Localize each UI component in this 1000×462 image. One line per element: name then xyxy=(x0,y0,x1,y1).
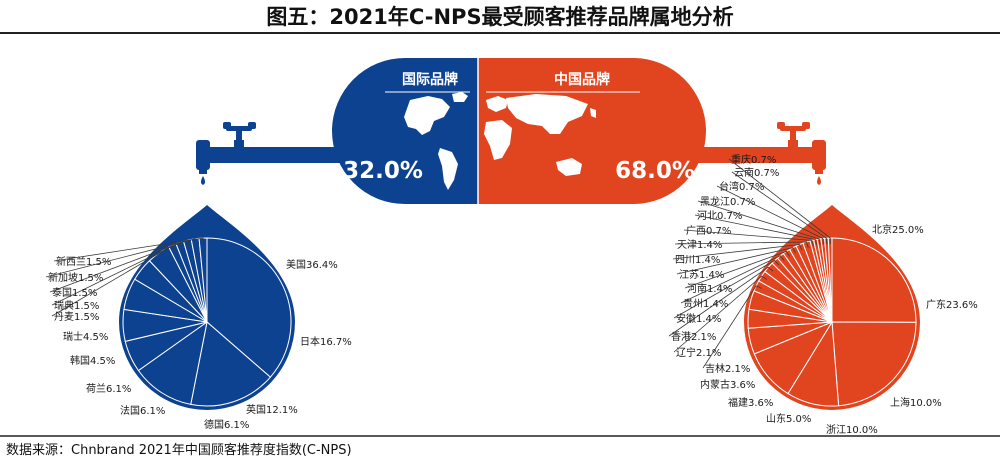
world-map-icon xyxy=(404,92,596,190)
china-slice-label: 江苏1.4% xyxy=(679,268,724,281)
international-slice-label: 韩国4.5% xyxy=(70,354,115,367)
china-leader-line xyxy=(702,285,762,369)
china-slice-label: 贵州1.4% xyxy=(683,297,728,310)
international-slice-label: 日本16.7% xyxy=(300,335,352,348)
china-leader-line xyxy=(673,275,767,353)
international-slice-label: 荷兰6.1% xyxy=(86,382,131,395)
china-leader-line xyxy=(676,247,796,275)
china-leader-line xyxy=(674,241,809,248)
china-slice-label: 河北0.7% xyxy=(697,210,742,222)
international-slice-label: 瑞士4.5% xyxy=(63,330,108,343)
international-label: 国际品牌 xyxy=(402,71,458,88)
china-leader-line xyxy=(683,229,814,247)
china-leader-line xyxy=(672,244,803,260)
capsule-international xyxy=(332,58,478,204)
china-label: 中国品牌 xyxy=(554,71,610,88)
china-slice-label: 香港2.1% xyxy=(671,331,716,343)
international-slice xyxy=(206,237,292,378)
china-slice-label: 广西0.7% xyxy=(686,225,731,237)
china-slice-label: 辽宁2.1% xyxy=(676,346,721,359)
international-slice-label: 英国12.1% xyxy=(246,403,298,416)
china-slice-label: 上海10.0% xyxy=(890,396,942,409)
china-slice-label: 浙江10.0% xyxy=(826,424,878,436)
china-leader-line xyxy=(673,259,780,319)
china-leader-line xyxy=(668,266,774,337)
china-slice xyxy=(831,321,917,407)
international-leader-line xyxy=(45,238,197,278)
china-slice-label: 河南1.4% xyxy=(687,282,732,295)
china-slice-label: 内蒙古3.6% xyxy=(700,378,755,391)
international-slice-label: 瑞典1.5% xyxy=(54,299,99,312)
china-leader-line xyxy=(728,158,831,245)
china-pie-labels: 北京25.0% 广东23.6% 上海10.0% 浙江10.0% 山东5.0% 福建3.6%… xyxy=(668,153,978,436)
chart-title: 图五：2021年C-NPS最受顾客推荐品牌属地分析 xyxy=(266,5,733,29)
international-leader-line xyxy=(51,244,176,317)
international-slice-label: 法国6.1% xyxy=(120,404,165,417)
china-leader-line xyxy=(716,185,824,245)
china-slice-label: 天津1.4% xyxy=(677,239,722,251)
china-slice-label: 广东23.6% xyxy=(926,298,978,311)
china-slice-label: 山东5.0% xyxy=(766,412,811,425)
china-share: 68.0% xyxy=(615,158,695,184)
china-leader-line xyxy=(731,171,828,245)
international-pie xyxy=(122,237,292,407)
international-slice-label: 丹麦1.5% xyxy=(54,311,99,323)
international-slice xyxy=(137,320,208,405)
international-slice-label: 新西兰1.5% xyxy=(56,255,111,268)
china-slice-label: 云南0.7% xyxy=(734,166,779,179)
international-slice xyxy=(190,321,272,407)
china-leader-line xyxy=(680,255,785,304)
china-slice-label: 安徽1.4% xyxy=(676,312,721,325)
china-slice-label: 北京25.0% xyxy=(872,223,924,236)
china-leader-line xyxy=(684,250,791,289)
china-leader-line xyxy=(697,200,821,245)
china-pie xyxy=(747,237,917,407)
international-slice-label: 泰国1.5% xyxy=(52,286,97,299)
source-note: 数据来源：Chnbrand 2021年中国顾客推荐度指数(C-NPS) xyxy=(6,442,352,458)
china-slice-label: 黑龙江0.7% xyxy=(700,195,755,208)
international-slice-label: 美国36.4% xyxy=(286,258,338,271)
china-slice xyxy=(831,237,917,323)
china-slice-label: 福建3.6% xyxy=(728,396,773,409)
left-pipe xyxy=(200,147,360,163)
china-leader-line xyxy=(694,214,817,246)
international-slice-label: 新加坡1.5% xyxy=(48,271,103,284)
left-faucet-icon xyxy=(196,122,256,185)
international-slice-label: 德国6.1% xyxy=(204,418,249,431)
right-faucet-icon xyxy=(777,122,826,185)
china-slice-label: 四川1.4% xyxy=(675,255,720,266)
china-slice-label: 重庆0.7% xyxy=(731,153,776,166)
title-bar xyxy=(0,0,1000,32)
china-slice-label: 吉林2.1% xyxy=(705,362,750,375)
international-share: 32.0% xyxy=(343,158,423,184)
international-pie-labels: 美国36.4% 日本16.7% 英国12.1% 德国6.1% 法国6.1% 荷兰6.1% 韩… xyxy=(45,237,352,431)
international-leader-line xyxy=(53,237,204,262)
china-slice-label: 台湾0.7% xyxy=(719,180,764,193)
